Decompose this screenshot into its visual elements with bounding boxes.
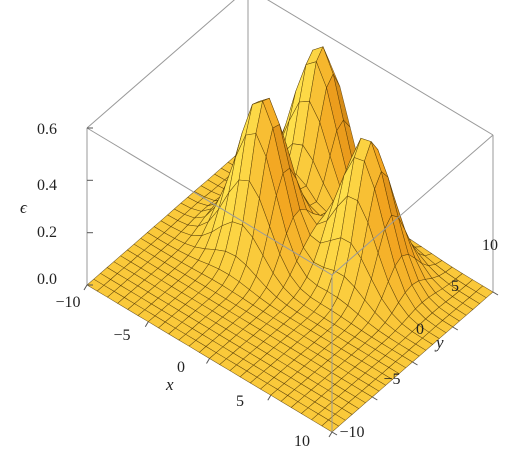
x-axis-label: x (165, 375, 174, 394)
y-tick-mark (492, 291, 499, 296)
x-tick-label-3: 5 (236, 393, 244, 410)
z-axis-label: ϵ (20, 198, 28, 217)
box-edge (331, 134, 494, 276)
z-tick-label-0: 0.0 (37, 271, 57, 288)
surface-patch (321, 419, 339, 433)
box-edge (86, 127, 333, 276)
y-tick-label-2: 0 (416, 321, 424, 338)
y-tick-mark (452, 326, 459, 331)
y-tick-label-0: −10 (339, 424, 364, 441)
x-tick-mark (206, 358, 210, 364)
box-edge (86, 0, 235, 129)
y-tick-mark (372, 396, 378, 401)
y-tick-mark (412, 361, 418, 366)
y-tick-label-4: 10 (482, 237, 498, 254)
x-tick-label-4: 10 (294, 433, 310, 450)
y-axis-label: y (434, 333, 444, 352)
y-tick-mark (331, 431, 338, 436)
x-tick-mark (144, 321, 149, 328)
x-tick-mark (328, 431, 333, 438)
x-tick-mark (83, 284, 88, 291)
z-tick-label-1: 0.2 (37, 224, 57, 241)
y-tick-label-3: 5 (451, 278, 459, 295)
x-tick-mark (267, 395, 272, 401)
bounding-box-front-edges (86, 127, 494, 432)
axis-ticks (83, 127, 499, 438)
x-tick-label-2: 0 (177, 359, 185, 376)
surface-mesh (86, 46, 494, 433)
y-tick-label-1: −5 (383, 371, 400, 388)
z-tick-label-3: 0.6 (37, 121, 57, 138)
box-edge (267, 0, 494, 136)
x-tick-label-1: −5 (113, 327, 130, 344)
z-tick-label-2: 0.4 (37, 177, 57, 194)
x-tick-label-0: −10 (55, 294, 80, 311)
